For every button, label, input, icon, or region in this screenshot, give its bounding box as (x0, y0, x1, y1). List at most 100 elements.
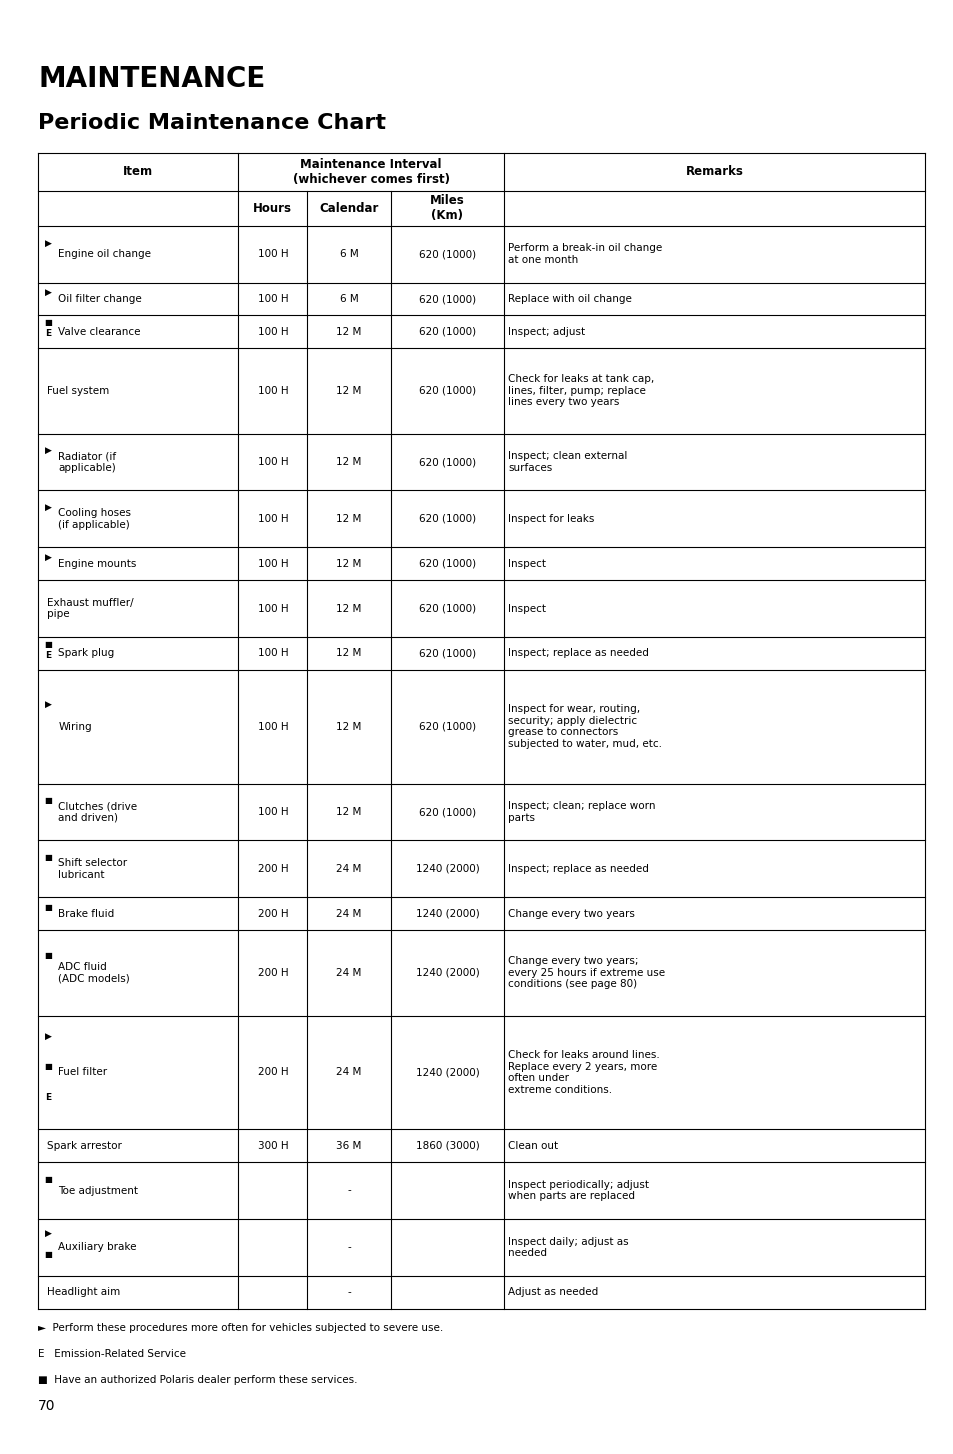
Text: 620 (1000): 620 (1000) (418, 513, 476, 523)
Text: ■: ■ (45, 1063, 52, 1072)
Text: Change every two years: Change every two years (508, 909, 635, 919)
Text: 100 H: 100 H (257, 327, 288, 337)
Text: E: E (46, 1093, 51, 1102)
Text: Spark arrestor: Spark arrestor (47, 1141, 121, 1150)
Text: 36 M: 36 M (336, 1141, 361, 1150)
Text: Clutches (drive
and driven): Clutches (drive and driven) (58, 801, 137, 823)
Text: Exhaust muffler/
pipe: Exhaust muffler/ pipe (47, 598, 133, 619)
Text: 620 (1000): 620 (1000) (418, 294, 476, 304)
Text: 620 (1000): 620 (1000) (418, 249, 476, 259)
Text: 200 H: 200 H (257, 1067, 288, 1077)
Text: Radiator (if
applicable): Radiator (if applicable) (58, 451, 116, 473)
Text: 300 H: 300 H (257, 1141, 288, 1150)
Text: Brake fluid: Brake fluid (58, 909, 114, 919)
Text: 1240 (2000): 1240 (2000) (416, 968, 478, 979)
Text: -: - (347, 1242, 351, 1252)
Text: 12 M: 12 M (336, 807, 361, 817)
Text: ■: ■ (45, 1250, 52, 1259)
Text: 24 M: 24 M (336, 864, 361, 874)
Text: 24 M: 24 M (336, 968, 361, 979)
Text: -: - (347, 1185, 351, 1195)
Text: ■: ■ (45, 951, 52, 960)
Text: ►  Perform these procedures more often for vehicles subjected to severe use.: ► Perform these procedures more often fo… (38, 1323, 443, 1333)
Text: Check for leaks around lines.
Replace every 2 years, more
often under
extreme co: Check for leaks around lines. Replace ev… (508, 1050, 659, 1095)
Text: Toe adjustment: Toe adjustment (58, 1185, 138, 1195)
Text: 620 (1000): 620 (1000) (418, 558, 476, 569)
Text: Inspect; replace as needed: Inspect; replace as needed (508, 648, 649, 659)
Text: ■  Have an authorized Polaris dealer perform these services.: ■ Have an authorized Polaris dealer perf… (38, 1375, 357, 1386)
Text: Inspect periodically; adjust
when parts are replaced: Inspect periodically; adjust when parts … (508, 1179, 649, 1201)
Text: ■: ■ (45, 318, 52, 327)
Text: 1240 (2000): 1240 (2000) (416, 864, 478, 874)
Text: Engine mounts: Engine mounts (58, 558, 136, 569)
Text: Spark plug: Spark plug (58, 648, 114, 659)
Text: 12 M: 12 M (336, 385, 361, 395)
Text: Oil filter change: Oil filter change (58, 294, 142, 304)
Text: 100 H: 100 H (257, 294, 288, 304)
Text: Inspect; replace as needed: Inspect; replace as needed (508, 864, 649, 874)
Text: 620 (1000): 620 (1000) (418, 603, 476, 614)
Text: 12 M: 12 M (336, 558, 361, 569)
Text: 200 H: 200 H (257, 909, 288, 919)
Text: Inspect; adjust: Inspect; adjust (508, 327, 585, 337)
Text: ▶: ▶ (45, 503, 52, 512)
Text: ■: ■ (45, 903, 52, 912)
Text: Inspect for wear, routing,
security; apply dielectric
grease to connectors
subje: Inspect for wear, routing, security; app… (508, 704, 661, 749)
Text: E: E (46, 650, 51, 660)
Text: 12 M: 12 M (336, 327, 361, 337)
Text: ADC fluid
(ADC models): ADC fluid (ADC models) (58, 963, 130, 983)
Text: 100 H: 100 H (257, 457, 288, 467)
Text: Inspect daily; adjust as
needed: Inspect daily; adjust as needed (508, 1236, 628, 1258)
Text: ▶: ▶ (45, 699, 52, 708)
Text: ▶: ▶ (45, 288, 52, 297)
Text: 100 H: 100 H (257, 648, 288, 659)
Text: E: E (46, 329, 51, 337)
Text: 1240 (2000): 1240 (2000) (416, 909, 478, 919)
Text: 70: 70 (38, 1399, 55, 1413)
Text: Inspect: Inspect (508, 603, 546, 614)
Text: Item: Item (123, 166, 153, 179)
Text: -: - (347, 1287, 351, 1297)
Text: 100 H: 100 H (257, 807, 288, 817)
Text: 12 M: 12 M (336, 457, 361, 467)
Text: Clean out: Clean out (508, 1141, 558, 1150)
Text: Adjust as needed: Adjust as needed (508, 1287, 598, 1297)
Text: ■: ■ (45, 797, 52, 806)
Text: Inspect; clean external
surfaces: Inspect; clean external surfaces (508, 451, 627, 473)
Text: 24 M: 24 M (336, 909, 361, 919)
Text: 100 H: 100 H (257, 249, 288, 259)
Text: 12 M: 12 M (336, 648, 361, 659)
Text: 12 M: 12 M (336, 721, 361, 731)
Text: Inspect; clean; replace worn
parts: Inspect; clean; replace worn parts (508, 801, 656, 823)
Text: Miles
(Km): Miles (Km) (430, 195, 464, 222)
Text: 620 (1000): 620 (1000) (418, 648, 476, 659)
Text: ▶: ▶ (45, 446, 52, 455)
Text: 100 H: 100 H (257, 513, 288, 523)
Text: 1240 (2000): 1240 (2000) (416, 1067, 478, 1077)
Text: E   Emission-Related Service: E Emission-Related Service (38, 1349, 186, 1359)
Text: 200 H: 200 H (257, 968, 288, 979)
Text: Change every two years;
every 25 hours if extreme use
conditions (see page 80): Change every two years; every 25 hours i… (508, 957, 665, 989)
Text: 100 H: 100 H (257, 385, 288, 395)
Text: 24 M: 24 M (336, 1067, 361, 1077)
Text: Replace with oil change: Replace with oil change (508, 294, 632, 304)
Text: ■: ■ (45, 853, 52, 862)
Text: Remarks: Remarks (685, 166, 742, 179)
Text: ▶: ▶ (45, 553, 52, 561)
Text: 12 M: 12 M (336, 603, 361, 614)
Text: 12 M: 12 M (336, 513, 361, 523)
Text: ▶: ▶ (45, 1031, 52, 1041)
Text: Wiring: Wiring (58, 721, 91, 731)
Text: 6 M: 6 M (339, 249, 358, 259)
Text: Fuel system: Fuel system (47, 385, 109, 395)
Text: 1860 (3000): 1860 (3000) (416, 1141, 478, 1150)
Text: 6 M: 6 M (339, 294, 358, 304)
Text: Shift selector
lubricant: Shift selector lubricant (58, 858, 127, 880)
Text: MAINTENANCE: MAINTENANCE (38, 65, 265, 93)
Text: Auxiliary brake: Auxiliary brake (58, 1242, 136, 1252)
Text: ▶: ▶ (45, 1229, 52, 1237)
Text: Valve clearance: Valve clearance (58, 327, 140, 337)
Text: Perform a break-in oil change
at one month: Perform a break-in oil change at one mon… (508, 243, 662, 265)
Text: Headlight aim: Headlight aim (47, 1287, 120, 1297)
Text: Inspect: Inspect (508, 558, 546, 569)
